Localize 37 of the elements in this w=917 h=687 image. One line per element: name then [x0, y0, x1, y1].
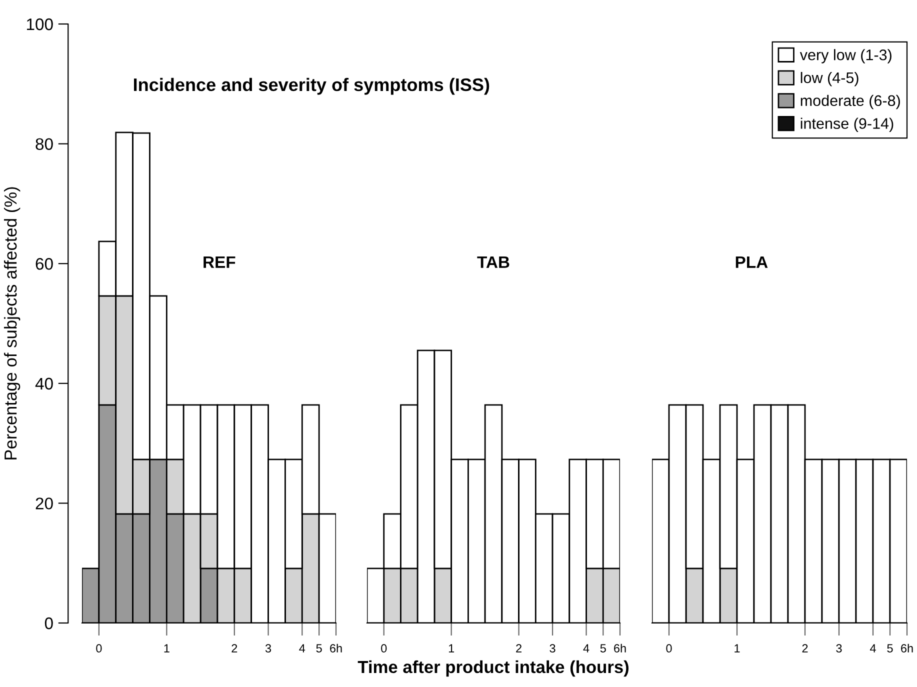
x-tick-label: 0	[666, 644, 672, 653]
y-tick-label: 80	[36, 138, 53, 150]
x-tick-label: 1	[734, 644, 740, 652]
x-tick-label: 3	[550, 644, 556, 653]
annotation: REF	[204, 256, 236, 268]
x-tick-label: 4	[299, 644, 306, 652]
y-axis-title: Percentage of subjects affected (%)	[4, 187, 20, 460]
x-tick-label: 5	[887, 644, 893, 653]
x-tick-label: 0	[96, 644, 102, 653]
x-tick-label: 3	[836, 644, 842, 653]
x-axis-title: Time after product intake (hours)	[358, 660, 629, 677]
y-tick-label: 20	[36, 498, 53, 510]
annotation: PLA	[736, 256, 768, 268]
x-tick-label: 2	[516, 644, 522, 652]
x-tick-label: 5	[316, 644, 322, 653]
x-tick-label: 4	[583, 644, 590, 652]
x-tick-label: 6h	[330, 644, 342, 653]
x-tick-label: 3	[265, 644, 272, 653]
legend-label: intense (9-14)	[800, 118, 894, 132]
legend-label: low (4-5)	[800, 72, 858, 86]
annotation: TAB	[477, 256, 510, 268]
legend-label: moderate (6-8)	[800, 94, 900, 110]
x-tick-label: 6h	[901, 644, 913, 653]
x-tick-label: 2	[232, 644, 238, 652]
x-tick-label: 2	[802, 644, 808, 652]
y-tick-label: 40	[35, 378, 53, 390]
x-tick-label: 0	[381, 644, 387, 653]
x-tick-label: 6h	[614, 644, 626, 653]
text: Incidence and severity of symptoms (ISS)	[134, 78, 490, 95]
y-tick-label: 0	[44, 617, 53, 630]
x-tick-label: 5	[600, 644, 606, 653]
x-tick-label: 1	[164, 644, 170, 652]
y-tick-label: 60	[36, 258, 53, 270]
y-tick-label: 100	[26, 18, 53, 30]
legend-label: very low (1-3)	[800, 49, 892, 64]
x-tick-label: 4	[870, 644, 876, 652]
x-tick-label: 1	[448, 644, 454, 652]
